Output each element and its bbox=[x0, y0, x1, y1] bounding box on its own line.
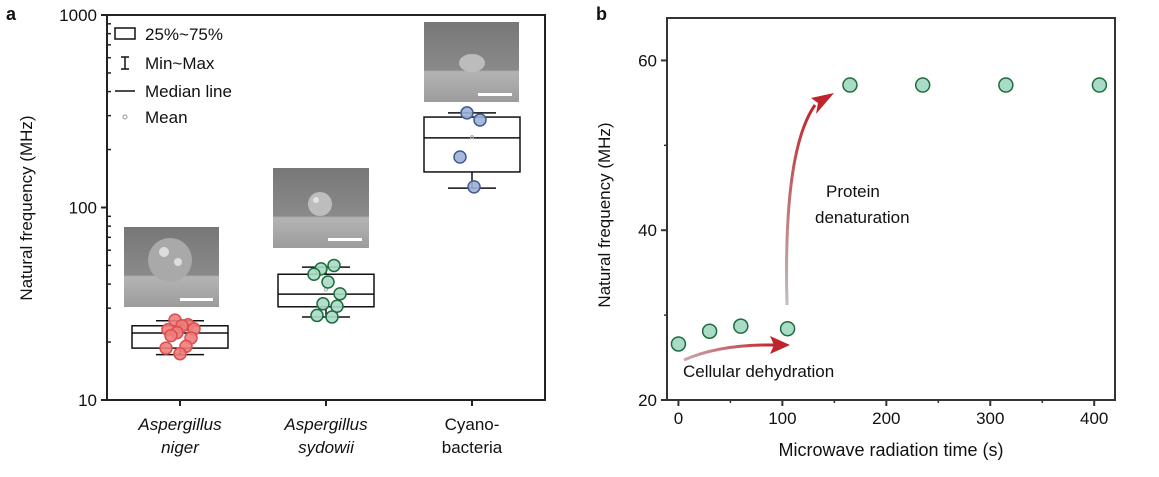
legend-label-iqr: 25%~75% bbox=[145, 25, 223, 44]
legend-box-icon bbox=[114, 27, 136, 40]
data-point bbox=[307, 267, 321, 282]
sem-image-aspergillus-niger bbox=[124, 227, 219, 307]
x-tick-label: 0 bbox=[674, 409, 683, 428]
data-point bbox=[733, 318, 749, 334]
y-tick-label: 10 bbox=[78, 391, 97, 410]
data-point bbox=[333, 287, 347, 301]
annotation-cellular-dehydration: Cellular dehydration bbox=[683, 362, 834, 381]
sem-image-aspergillus-sydowii bbox=[273, 168, 369, 248]
x-tick-label: 400 bbox=[1080, 409, 1108, 428]
legend: 25%~75% Min~Max Median line Mean bbox=[114, 25, 232, 127]
data-point bbox=[327, 258, 341, 273]
data-point bbox=[467, 180, 481, 194]
data-point bbox=[330, 299, 344, 313]
legend-label-median: Median line bbox=[145, 82, 232, 101]
category-label: niger bbox=[161, 438, 200, 457]
iqr-box bbox=[423, 116, 521, 173]
annotation-protein: Protein bbox=[826, 182, 880, 201]
mean-marker bbox=[470, 135, 474, 140]
legend-label-mean: Mean bbox=[145, 108, 188, 127]
category-label: sydowii bbox=[298, 438, 355, 457]
category-label: bacteria bbox=[442, 438, 503, 457]
data-point bbox=[173, 346, 187, 361]
panel-a-axes: 10 100 1000 Aspergillus niger Aspergillus sydo… bbox=[59, 6, 546, 457]
panel-a-label: a bbox=[6, 4, 17, 24]
panel-b-axes: 20 40 60 0 100 200 300 400 bbox=[638, 17, 1116, 428]
data-point bbox=[1091, 77, 1108, 93]
category-label: Aspergillus bbox=[283, 415, 368, 434]
box-plots bbox=[131, 106, 521, 361]
legend-label-minmax: Min~Max bbox=[145, 54, 215, 73]
data-point bbox=[779, 320, 796, 337]
panel-b-ylabel: Natural frequency (MHz) bbox=[595, 122, 614, 307]
box-1 bbox=[131, 313, 229, 361]
panel-b: b Natural frequency (MHz) Microwave radi… bbox=[595, 4, 1116, 460]
panel-b-xlabel: Microwave radiation time (s) bbox=[778, 440, 1003, 460]
data-point bbox=[321, 275, 335, 289]
data-point bbox=[453, 150, 467, 164]
panel-b-label: b bbox=[596, 4, 607, 24]
plot-frame bbox=[666, 17, 1116, 401]
panel-a-ylabel: Natural frequency (MHz) bbox=[17, 115, 36, 300]
data-point bbox=[914, 77, 931, 93]
x-tick-label: 300 bbox=[976, 409, 1004, 428]
x-tick-label: 200 bbox=[872, 409, 900, 428]
data-point bbox=[473, 113, 487, 127]
data-point bbox=[316, 297, 330, 311]
arrow-dehydration bbox=[683, 336, 790, 362]
sem-image-cyanobacteria bbox=[424, 22, 519, 102]
data-point bbox=[998, 77, 1014, 93]
category-label: Cyano- bbox=[445, 415, 500, 434]
annotation-denaturation: denaturation bbox=[815, 208, 910, 227]
y-tick-label: 20 bbox=[638, 391, 657, 410]
data-point bbox=[159, 341, 173, 355]
box-2 bbox=[277, 258, 375, 324]
x-tick-label: 100 bbox=[768, 409, 796, 428]
legend-mean-icon bbox=[122, 114, 128, 120]
data-point bbox=[460, 106, 474, 120]
legend-whisker-icon bbox=[121, 56, 129, 70]
scatter-points bbox=[670, 77, 1108, 352]
data-point bbox=[670, 336, 687, 352]
data-point bbox=[701, 323, 718, 339]
data-point bbox=[310, 308, 324, 323]
data-point bbox=[325, 310, 339, 324]
y-tick-label: 60 bbox=[638, 51, 657, 70]
panel-a: a Natural frequency (MHz) 10 100 1000 Asper… bbox=[6, 4, 546, 457]
arrow-denaturation bbox=[785, 93, 834, 306]
y-tick-label: 100 bbox=[69, 199, 97, 218]
category-label: Aspergillus bbox=[137, 415, 222, 434]
box-3 bbox=[423, 106, 521, 194]
data-point bbox=[164, 328, 178, 343]
y-tick-label: 40 bbox=[638, 221, 657, 240]
data-point bbox=[842, 77, 858, 93]
y-tick-label: 1000 bbox=[59, 6, 97, 25]
